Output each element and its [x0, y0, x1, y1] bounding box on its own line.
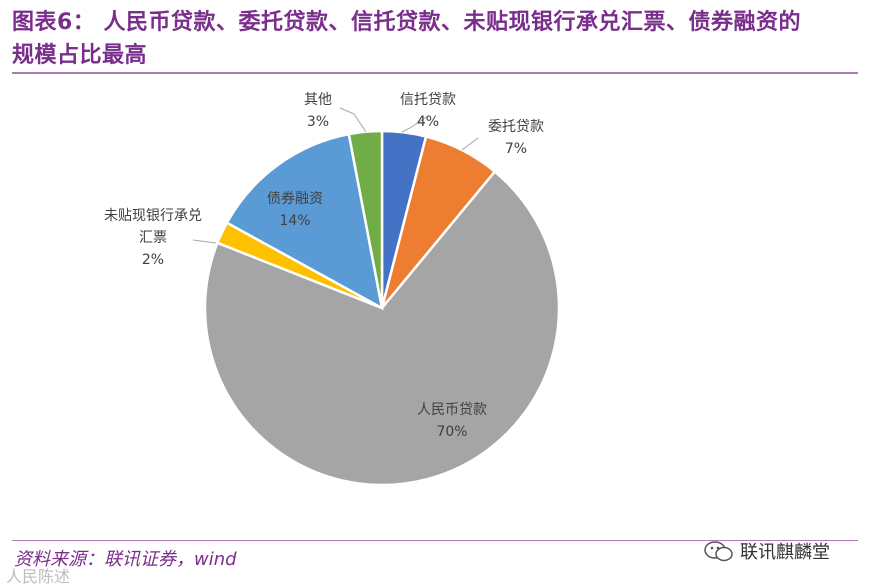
chart-title: 图表6： 人民币贷款、委托贷款、信托贷款、未贴现银行承兑汇票、债券融资的 规模占… — [12, 6, 862, 72]
data-label-2: 人民币贷款 70% — [417, 402, 487, 440]
data-label-3: 未贴现银行承兑汇票 2% — [104, 208, 202, 268]
leader-line-3 — [192, 239, 217, 244]
pie-slice-4 — [225, 132, 384, 311]
data-label-5: 其他 3% — [304, 92, 332, 130]
leader-line-1 — [461, 137, 479, 151]
title-line-1: 图表6： 人民币贷款、委托贷款、信托贷款、未贴现银行承兑汇票、债券融资的 — [12, 10, 801, 35]
data-label-0: 信托贷款 4% — [400, 92, 456, 130]
wechat-account: 联讯麒麟堂 — [704, 538, 830, 564]
footer-divider — [12, 540, 858, 541]
leader-line-0 — [401, 115, 429, 133]
watermark: 人民陈述 — [6, 567, 71, 586]
title-line-2: 规模占比最高 — [12, 43, 148, 68]
data-label-1: 委托贷款 7% — [488, 119, 544, 157]
wechat-icon — [704, 541, 733, 562]
pie-slice-2 — [203, 169, 561, 487]
source-note: 资料来源：联讯证券，wind — [14, 549, 237, 570]
title-divider — [12, 72, 858, 74]
wechat-account-name: 联讯麒麟堂 — [740, 542, 830, 563]
data-label-4: 债券融资 14% — [267, 191, 323, 229]
leader-line-5 — [339, 107, 367, 133]
